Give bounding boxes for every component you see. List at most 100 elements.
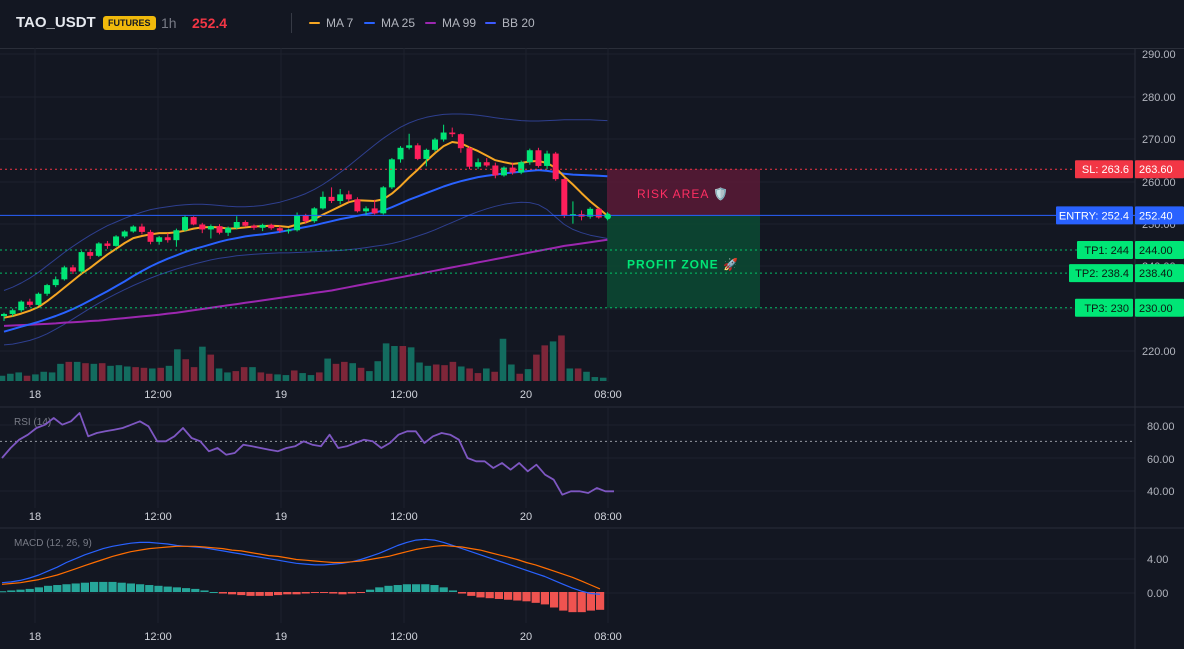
legend-ma99[interactable]: MA 99	[425, 16, 476, 30]
volume-bar	[57, 363, 64, 381]
macd-histogram-bar	[34, 587, 43, 592]
candle-body	[500, 167, 507, 176]
candle-body	[259, 224, 266, 228]
macd-histogram-bar	[16, 589, 25, 592]
volume-bar	[416, 362, 423, 381]
macd-histogram-bar	[320, 592, 329, 593]
volume-bar	[457, 366, 465, 381]
candle-body	[371, 208, 378, 214]
volume-bar	[0, 375, 6, 381]
volume-bar	[73, 361, 81, 381]
macd-histogram-bar	[366, 589, 375, 592]
macd-histogram-bar	[540, 592, 549, 605]
volume-bar	[274, 374, 281, 381]
volume-bar	[566, 368, 574, 381]
macd-histogram-bar	[62, 584, 71, 592]
candle-body	[380, 187, 387, 214]
macd-histogram-bar	[108, 581, 117, 592]
volume-bar	[32, 374, 39, 381]
timeframe-label[interactable]: 1h	[161, 15, 177, 31]
level-tags: SL: 263.6 263.60 ENTRY: 252.4 252.40 TP1: 24…	[1056, 160, 1184, 317]
volume-bar	[374, 361, 382, 381]
macd-histogram-bar	[531, 592, 540, 603]
candle-body	[173, 230, 180, 241]
profit-zone	[607, 215, 760, 308]
volume-bar	[157, 367, 164, 381]
macd-histogram-bar	[458, 592, 467, 594]
macd-histogram-bar	[218, 592, 227, 594]
volume-bar	[7, 373, 14, 381]
legend-label: MA 25	[381, 16, 416, 30]
candle-body	[233, 222, 240, 228]
macd-histogram-bar	[44, 585, 53, 592]
candle-body	[113, 236, 120, 246]
macd-histogram-bar	[522, 592, 531, 602]
macd-histogram-bar	[338, 592, 347, 595]
candle-body	[69, 267, 76, 272]
time-tick-label: 12:00	[144, 389, 172, 401]
volume-bars	[0, 335, 607, 381]
volume-bar	[382, 343, 390, 381]
ma7-swatch	[309, 22, 320, 24]
tp3-price-tag: 230.00	[1139, 303, 1173, 315]
legend-bb20[interactable]: BB 20	[485, 16, 535, 30]
macd-tick-label: 4.00	[1147, 554, 1168, 566]
candle-body	[87, 252, 94, 256]
macd-histogram-bar	[7, 590, 16, 592]
candle-body	[397, 147, 404, 160]
volume-bar	[240, 367, 248, 381]
candle-body	[147, 231, 154, 242]
volume-bar	[341, 361, 348, 381]
bb-upper-line	[3, 113, 608, 291]
candle-body	[242, 222, 249, 226]
volume-bar	[182, 359, 189, 381]
symbol-name[interactable]: TAO_USDT	[16, 14, 96, 31]
volume-bar	[316, 372, 323, 381]
time-tick-label: 18	[29, 631, 41, 643]
volume-bar	[232, 371, 240, 381]
tp2-label: TP2: 238.4	[1075, 268, 1129, 280]
volume-bar	[424, 365, 432, 381]
macd-histogram-bar	[25, 588, 34, 592]
candle-body	[216, 226, 223, 233]
volume-bar	[366, 371, 373, 381]
candle-body	[276, 228, 283, 231]
candle-body	[587, 208, 594, 217]
legend-ma25[interactable]: MA 25	[364, 16, 415, 30]
tp2-price-tag-bg	[1135, 264, 1184, 283]
candle-body	[9, 310, 16, 314]
price-tick-label: 290.00	[1142, 49, 1176, 61]
price-tick-label: 220.00	[1142, 346, 1176, 358]
macd-histogram-bar	[136, 584, 145, 592]
macd-histogram-bar	[586, 592, 595, 611]
macd-histogram-bar	[154, 585, 163, 592]
volume-bar	[174, 349, 181, 381]
volume-bar	[23, 375, 31, 381]
macd-histogram-bar	[246, 592, 255, 596]
candle-body	[483, 162, 490, 166]
legend-label: BB 20	[502, 16, 535, 30]
volume-bar	[599, 377, 607, 381]
legend-label: MA 7	[326, 16, 354, 30]
macd-histogram-bar	[237, 592, 246, 596]
pane-separators	[0, 48, 1184, 649]
macd-histogram-bar	[283, 592, 292, 595]
candle-body	[121, 231, 128, 237]
macd-histogram-bar	[200, 590, 209, 592]
volume-bar	[474, 373, 482, 381]
volume-bar	[123, 366, 131, 381]
volume-bar	[541, 345, 549, 381]
volume-bar	[558, 335, 565, 381]
volume-bar	[307, 375, 315, 381]
candle-body	[250, 225, 257, 228]
candle-body	[285, 230, 292, 232]
candles	[1, 124, 611, 321]
legend-ma7[interactable]: MA 7	[309, 16, 353, 30]
candle-body	[302, 215, 309, 222]
tp1-price-tag-bg	[1135, 241, 1184, 260]
time-tick-label: 12:00	[390, 631, 418, 643]
candle-body	[423, 149, 430, 159]
volume-bar	[391, 346, 398, 381]
bb20-swatch	[485, 22, 496, 24]
